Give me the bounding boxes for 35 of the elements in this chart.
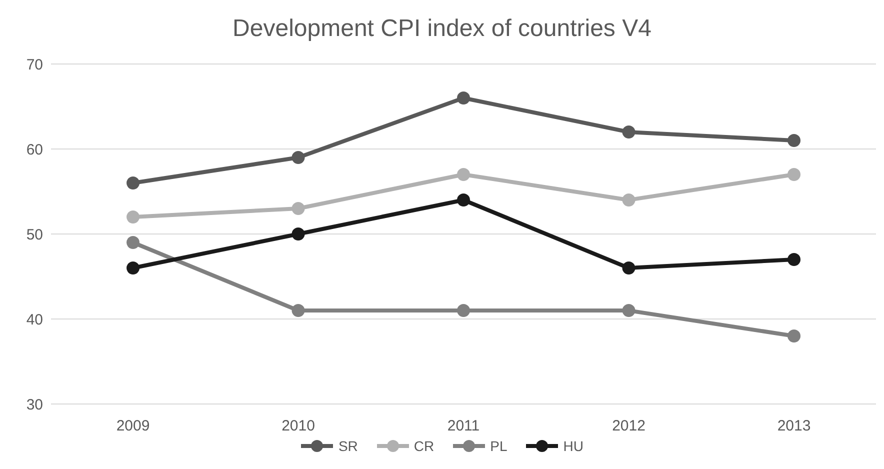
x-tick-label: 2012 <box>612 418 646 435</box>
point <box>457 92 470 104</box>
y-tick-label: 40 <box>26 311 43 328</box>
point <box>126 236 140 249</box>
x-tick-label: 2009 <box>116 418 150 435</box>
legend-label: CR <box>412 438 434 454</box>
point <box>126 210 140 224</box>
y-tick-label: 50 <box>26 226 43 244</box>
point <box>788 168 800 181</box>
x-tick-label: 2013 <box>777 418 811 435</box>
point <box>622 126 636 138</box>
x-tick-label: 2011 <box>447 418 480 435</box>
chart-title: Development CPI index of countries V4 <box>232 14 652 44</box>
point <box>622 304 636 317</box>
legend-label: SR <box>337 438 358 454</box>
point <box>292 304 305 317</box>
point <box>788 330 800 342</box>
y-tick-label: 30 <box>26 396 43 414</box>
y-tick-label: 70 <box>26 56 43 74</box>
point <box>622 194 636 206</box>
legend-label: HU <box>562 438 584 454</box>
point <box>788 253 800 266</box>
x-tick-label: 2010 <box>282 418 315 435</box>
point <box>457 304 470 317</box>
y-tick-label: 60 <box>26 141 43 158</box>
point <box>292 228 305 240</box>
point <box>126 176 140 190</box>
point <box>622 262 636 274</box>
point <box>788 134 800 147</box>
legend-label: PL <box>489 438 508 454</box>
point <box>457 194 470 206</box>
point <box>292 151 305 164</box>
point <box>292 202 305 215</box>
point <box>457 168 470 181</box>
point <box>126 262 140 274</box>
